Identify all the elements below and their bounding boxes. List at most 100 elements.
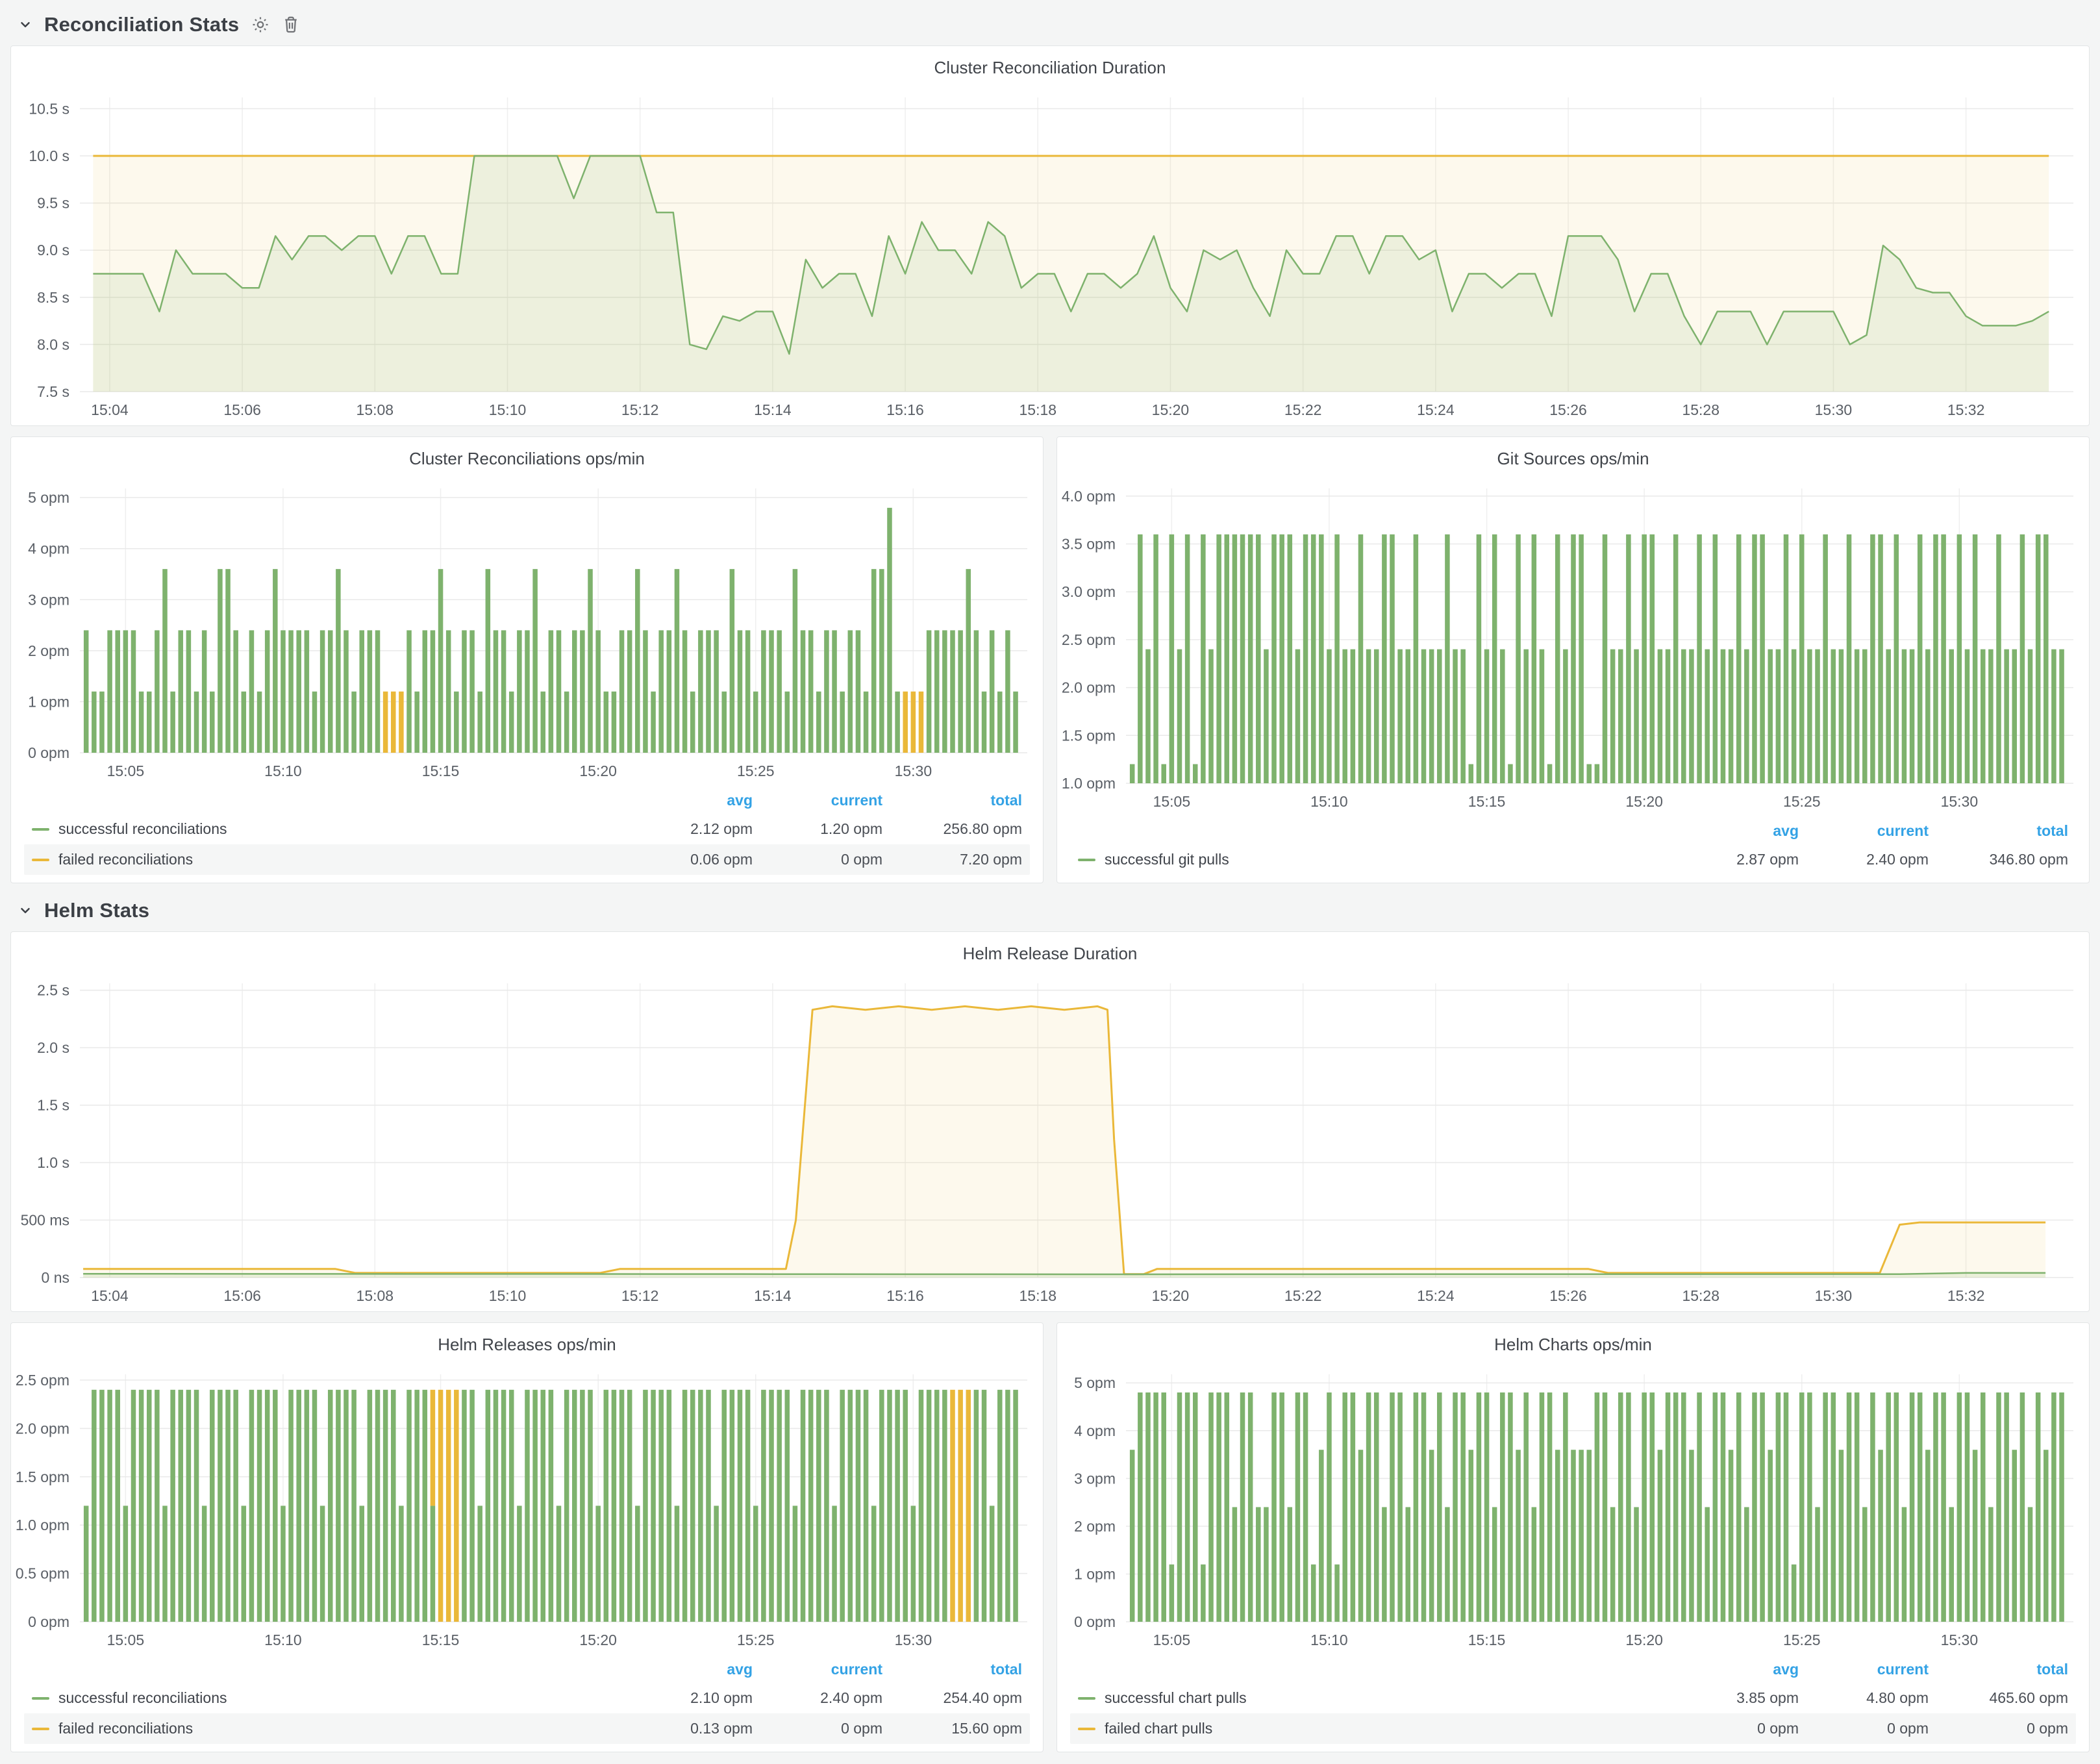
legend-column-current[interactable]: current (1877, 1660, 1929, 1678)
svg-text:15:10: 15:10 (489, 1287, 527, 1304)
svg-text:15:05: 15:05 (107, 1632, 145, 1648)
legend-column-total[interactable]: total (2036, 1660, 2068, 1678)
gear-icon[interactable] (251, 15, 270, 34)
legend-column-total[interactable]: total (990, 1660, 1022, 1678)
legend-stat-current: 0 opm (841, 851, 882, 868)
svg-text:4.0 opm: 4.0 opm (1062, 488, 1116, 505)
panel-title[interactable]: Helm Releases ops/min (438, 1335, 616, 1354)
svg-text:2.0 s: 2.0 s (37, 1039, 69, 1056)
trash-icon[interactable] (282, 15, 300, 34)
legend-stat-current: 0 opm (1887, 1720, 1929, 1737)
svg-text:2.5 opm: 2.5 opm (1062, 631, 1116, 648)
svg-text:15:15: 15:15 (422, 762, 460, 779)
svg-text:15:16: 15:16 (886, 1287, 924, 1304)
svg-text:15:10: 15:10 (1310, 793, 1348, 810)
svg-text:9.5 s: 9.5 s (37, 195, 69, 212)
legend-series-label[interactable]: successful reconciliations (32, 820, 623, 838)
legend-column-current[interactable]: current (1877, 822, 1929, 839)
section-header-reconciliation-stats: Reconciliation Stats (10, 8, 2090, 42)
svg-text:5 opm: 5 opm (1074, 1374, 1116, 1391)
svg-text:0 opm: 0 opm (28, 744, 69, 761)
panel-title[interactable]: Helm Charts ops/min (1494, 1335, 1652, 1354)
svg-text:15:15: 15:15 (1468, 1632, 1506, 1648)
legend-swatch (1078, 858, 1095, 861)
helm-releases-opm-chart[interactable]: 0 opm 0.5 opm 1.0 opm 1.5 opm 2.0 opm 2.5 opm… (11, 1357, 1043, 1656)
legend-stat-avg: 3.85 opm (1736, 1689, 1799, 1706)
chevron-down-icon[interactable] (18, 18, 32, 32)
panel-helm-charts-opm: Helm Charts ops/min 0 opm 1 opm 2 opm 3 opm… (1056, 1322, 2090, 1752)
svg-text:2.5 s: 2.5 s (37, 982, 69, 999)
panel-title[interactable]: Cluster Reconciliation Duration (934, 58, 1166, 77)
svg-text:3 opm: 3 opm (1074, 1470, 1116, 1487)
chevron-down-icon[interactable] (18, 903, 32, 918)
svg-text:15:08: 15:08 (356, 1287, 394, 1304)
svg-text:15:14: 15:14 (754, 401, 792, 418)
svg-text:15:28: 15:28 (1682, 1287, 1719, 1304)
legend-series-label[interactable]: failed reconciliations (32, 851, 623, 868)
legend-column-avg[interactable]: avg (1773, 822, 1799, 839)
legend-column-total[interactable]: total (990, 791, 1022, 809)
helm-charts-opm-chart[interactable]: 0 opm 1 opm 2 opm 3 opm 4 opm 5 opm 15:05 15:10… (1057, 1357, 2089, 1656)
svg-text:15:18: 15:18 (1019, 401, 1056, 418)
legend-stat-current: 2.40 opm (1866, 851, 1929, 868)
legend-stat-avg: 0.06 opm (690, 851, 753, 868)
legend-swatch (32, 1727, 49, 1730)
svg-text:15:26: 15:26 (1549, 401, 1587, 418)
legend-column-avg[interactable]: avg (727, 791, 753, 809)
svg-text:15:04: 15:04 (91, 401, 129, 418)
svg-text:15:26: 15:26 (1549, 1287, 1587, 1304)
panel-cluster-reconciliation-duration: Cluster Reconciliation Duration 7.5 s 8.0… (10, 45, 2090, 426)
legend-series-label[interactable]: successful chart pulls (1078, 1689, 1669, 1707)
svg-text:2 opm: 2 opm (28, 642, 69, 659)
cluster-reconciliations-opm-chart[interactable]: 0 opm 1 opm 2 opm 3 opm 4 opm 5 opm 15:05 15:10… (11, 472, 1043, 787)
legend-row: successful reconciliations 2.10 opm 2.40 o… (24, 1683, 1030, 1713)
legend-swatch (32, 858, 49, 861)
legend-series-label[interactable]: failed reconciliations (32, 1720, 623, 1737)
legend-column-total[interactable]: total (2036, 822, 2068, 839)
svg-text:15:25: 15:25 (1783, 1632, 1821, 1648)
svg-text:10.0 s: 10.0 s (29, 147, 69, 164)
svg-text:15:04: 15:04 (91, 1287, 129, 1304)
svg-text:15:06: 15:06 (223, 1287, 261, 1304)
legend-swatch (32, 827, 49, 831)
svg-text:1.5 opm: 1.5 opm (1062, 727, 1116, 744)
panel-title[interactable]: Cluster Reconciliations ops/min (409, 449, 645, 468)
panel-title[interactable]: Git Sources ops/min (1497, 449, 1649, 468)
cluster-reconciliation-duration-chart[interactable]: 7.5 s 8.0 s 8.5 s 9.0 s 9.5 s 10.0 s 10.5 s 15:… (11, 81, 2089, 425)
legend-series-label[interactable]: successful git pulls (1078, 851, 1669, 868)
helm-release-duration-chart[interactable]: 0 ns 500 ms 1.0 s 1.5 s 2.0 s 2.5 s 15:04 15:06… (11, 966, 2089, 1311)
legend-stat-avg: 2.12 opm (690, 820, 753, 837)
svg-text:15:10: 15:10 (264, 762, 302, 779)
legend-stat-avg: 2.87 opm (1736, 851, 1799, 868)
legend-series-label[interactable]: failed chart pulls (1078, 1720, 1669, 1737)
svg-text:15:08: 15:08 (356, 401, 394, 418)
legend-row: failed reconciliations 0.13 opm 0 opm 15.60… (24, 1713, 1030, 1744)
svg-text:500 ms: 500 ms (21, 1212, 69, 1229)
section-title[interactable]: Helm Stats (44, 899, 150, 922)
svg-text:15:20: 15:20 (579, 1632, 617, 1648)
panel-title[interactable]: Helm Release Duration (962, 944, 1138, 963)
legend-row: failed reconciliations 0.06 opm 0 opm 7.20 … (24, 844, 1030, 875)
section-title[interactable]: Reconciliation Stats (44, 13, 240, 36)
legend-column-avg[interactable]: avg (727, 1660, 753, 1678)
legend-column-current[interactable]: current (831, 1660, 882, 1678)
legend-stat-current: 0 opm (841, 1720, 882, 1737)
legend-swatch (32, 1696, 49, 1700)
svg-text:15:20: 15:20 (579, 762, 617, 779)
svg-text:15:28: 15:28 (1682, 401, 1719, 418)
svg-text:15:30: 15:30 (1941, 1632, 1979, 1648)
legend-stat-current: 4.80 opm (1866, 1689, 1929, 1706)
legend-column-current[interactable]: current (831, 791, 882, 809)
svg-text:1.0 opm: 1.0 opm (16, 1517, 69, 1533)
git-sources-opm-chart[interactable]: 1.0 opm 1.5 opm 2.0 opm 2.5 opm 3.0 opm 3.5 o… (1057, 472, 2089, 817)
svg-text:15:30: 15:30 (895, 762, 932, 779)
legend-stat-avg: 0.13 opm (690, 1720, 753, 1737)
legend-stat-total: 254.40 opm (943, 1689, 1022, 1706)
legend-stat-total: 256.80 opm (943, 820, 1022, 837)
section-header-helm-stats: Helm Stats (10, 894, 2090, 927)
legend-column-avg[interactable]: avg (1773, 1660, 1799, 1678)
svg-text:2.0 opm: 2.0 opm (1062, 679, 1116, 696)
svg-text:1.5 s: 1.5 s (37, 1097, 69, 1114)
svg-text:15:25: 15:25 (1783, 793, 1821, 810)
legend-series-label[interactable]: successful reconciliations (32, 1689, 623, 1707)
